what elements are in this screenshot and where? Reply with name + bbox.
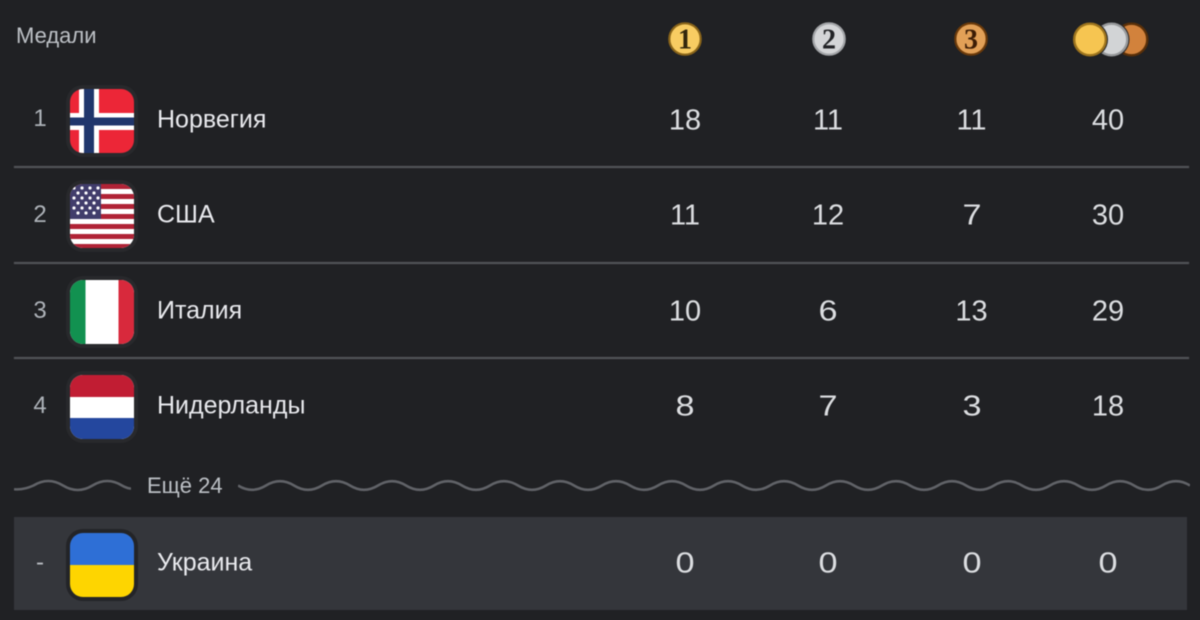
svg-text:1: 1 xyxy=(678,25,692,56)
svg-text:2: 2 xyxy=(822,25,836,56)
svg-text:3: 3 xyxy=(964,25,978,56)
